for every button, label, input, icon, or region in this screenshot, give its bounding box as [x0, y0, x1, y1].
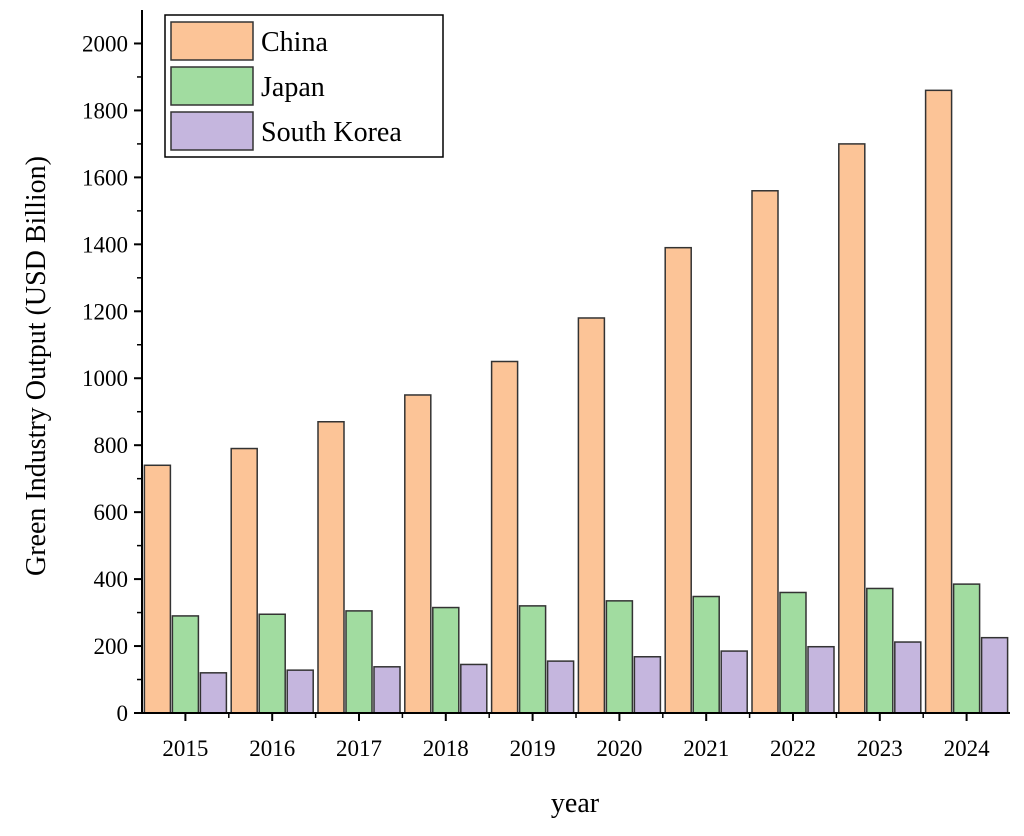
x-tick-label: 2018	[423, 736, 469, 761]
bar-south-korea-2023	[894, 641, 922, 714]
bar-china-2018	[404, 394, 432, 714]
bar-south-korea-2015	[199, 672, 228, 714]
bar-japan-2021	[692, 595, 720, 714]
bar-china-2022	[751, 190, 779, 714]
x-tick-label: 2021	[683, 736, 729, 761]
y-tick-label: 600	[94, 500, 129, 525]
bar-japan-2024	[952, 583, 981, 714]
y-tick-label: 200	[94, 634, 129, 659]
x-tick-label: 2016	[249, 736, 295, 761]
bar-china-2017	[317, 421, 345, 714]
legend-swatch-japan	[170, 66, 254, 106]
y-tick-label: 1600	[82, 165, 128, 190]
legend-label-south-korea: South Korea	[261, 117, 402, 148]
x-axis-title: year	[551, 788, 600, 819]
bar-china-2021	[664, 246, 692, 714]
y-tick-label: 800	[94, 433, 129, 458]
y-tick-label: 1200	[82, 299, 128, 324]
y-ticks-group: 0 200 400 600 800 1000 1200 1400 1600 1800 2000	[82, 31, 142, 726]
bar-japan-2022	[779, 591, 807, 714]
bar-china-2023	[838, 143, 866, 714]
x-ticks-group: 2015 2016 2017 2018 2019 2020 2021 2022 2023 2024	[162, 713, 990, 761]
y-tick-label: 400	[94, 567, 129, 592]
x-tick-label: 2024	[944, 736, 991, 761]
x-tick-label: 2015	[162, 736, 208, 761]
legend-swatch-south-korea	[170, 111, 254, 151]
x-tick-label: 2017	[336, 736, 382, 761]
bar-china-2016	[230, 447, 258, 714]
bar-south-korea-2021	[720, 650, 748, 714]
bar-south-korea-2024	[980, 636, 1009, 714]
bar-china-2020	[577, 317, 606, 714]
y-tick-label: 1400	[82, 232, 128, 257]
legend: China Japan South Korea	[164, 14, 444, 158]
y-tick-label: 1800	[82, 98, 128, 123]
x-tick-label: 2022	[770, 736, 816, 761]
bar-japan-2023	[866, 587, 894, 714]
legend-label-japan: Japan	[261, 72, 325, 103]
legend-swatch-china	[170, 21, 254, 61]
legend-label-china: China	[261, 27, 328, 58]
y-axis-title: Green Industry Output (USD Billion)	[21, 156, 52, 576]
bar-south-korea-2017	[373, 666, 401, 714]
bar-china-2015	[143, 464, 172, 714]
bar-china-2024	[924, 89, 953, 714]
bar-south-korea-2019	[546, 660, 575, 714]
bar-south-korea-2018	[460, 663, 488, 714]
bar-japan-2015	[171, 615, 200, 714]
bar-japan-2020	[605, 600, 634, 714]
bar-japan-2017	[345, 610, 373, 714]
bar-japan-2016	[258, 613, 286, 714]
y-tick-label: 0	[117, 701, 129, 726]
bar-south-korea-2022	[807, 645, 835, 714]
x-tick-label: 2019	[510, 736, 556, 761]
bar-south-korea-2020	[633, 656, 662, 714]
y-tick-label: 2000	[82, 31, 128, 56]
bar-japan-2019	[518, 605, 547, 714]
x-tick-label: 2023	[857, 736, 903, 761]
bar-japan-2018	[432, 606, 460, 714]
x-tick-label: 2020	[596, 736, 642, 761]
bar-china-2019	[490, 360, 519, 714]
y-tick-label: 1000	[82, 366, 128, 391]
bars-group	[143, 89, 1009, 714]
bar-south-korea-2016	[286, 669, 314, 714]
